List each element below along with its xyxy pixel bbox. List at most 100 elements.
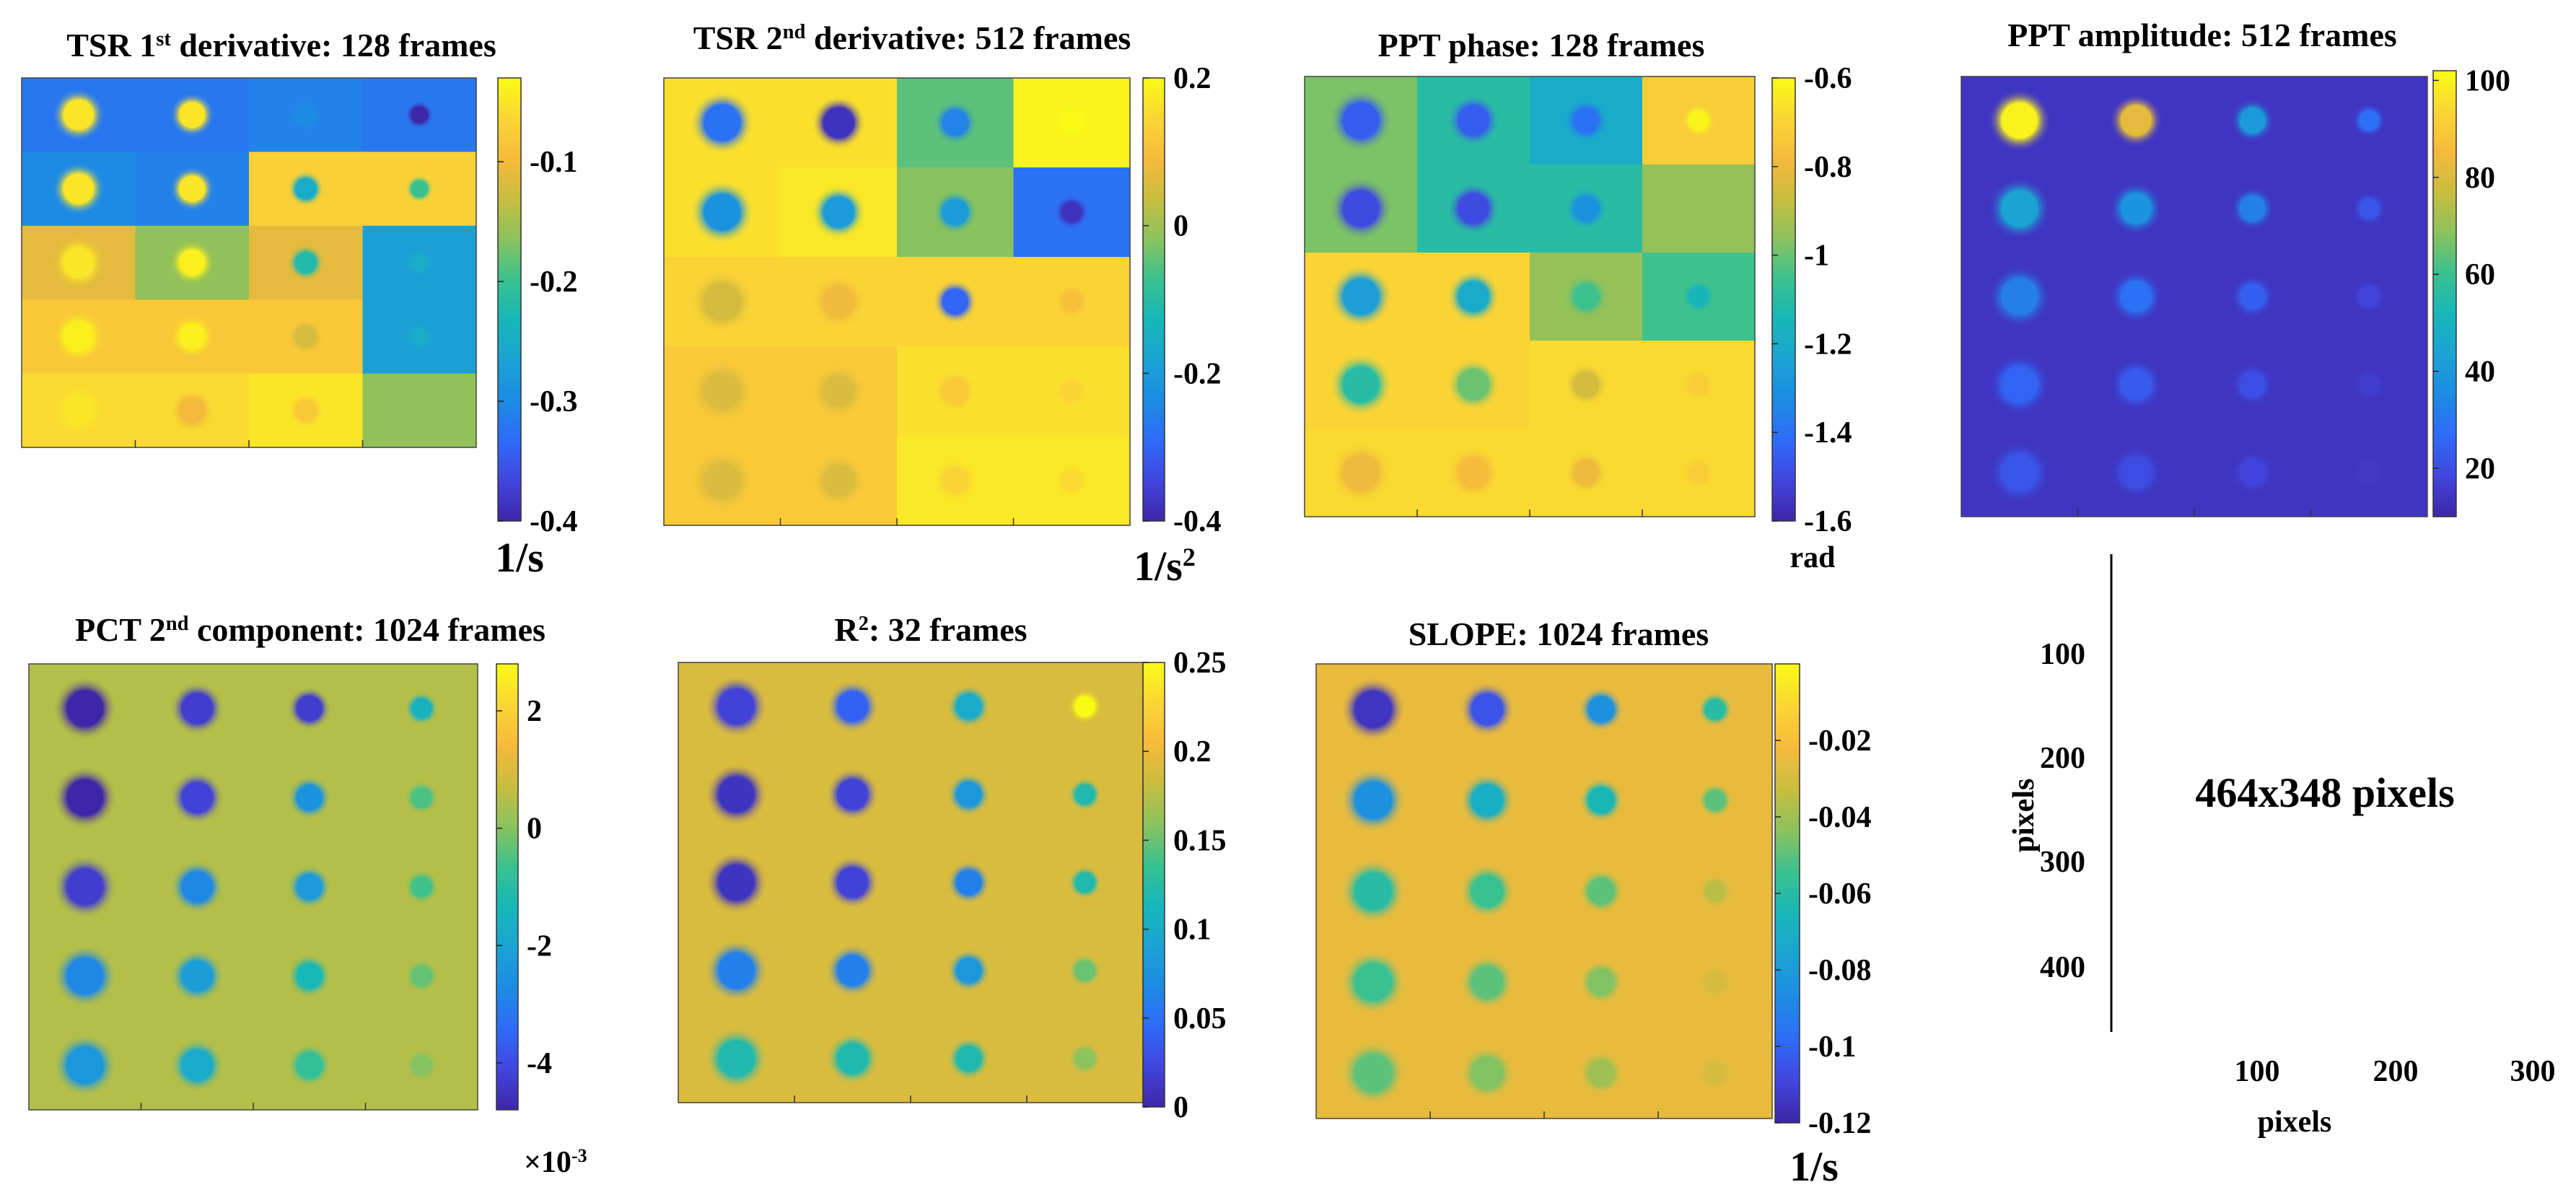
- defect-spot-r2-c3: [947, 772, 991, 817]
- defect-spot-r5-c3: [1578, 1050, 1624, 1096]
- defect-spot-r4-c3: [286, 953, 332, 999]
- colorbar-tick-label: 80: [2465, 162, 2495, 195]
- defect-spot-r5-c3: [2230, 450, 2275, 495]
- defect-spot-r3-c4: [1697, 873, 1733, 909]
- reference-size-label: 464x348 pixels: [2195, 769, 2454, 816]
- defect-spot-r3-c2: [2109, 269, 2163, 324]
- heatmap-panel-5: 2 0 -2 -4 PCT 2nd component: 1024 frames ×10-…: [28, 611, 587, 1179]
- defect-spot-r5-c1: [51, 383, 105, 437]
- defect-spot-r5-c2: [170, 1038, 224, 1093]
- defect-spot-r3-c4: [2352, 279, 2387, 314]
- defect-spot-r5-c3: [287, 392, 325, 429]
- defect-spot-r3-c1: [1329, 265, 1393, 328]
- defect-spot-r4-c3: [1578, 959, 1624, 1005]
- colorbar: [1142, 662, 1165, 1108]
- defect-spot-r1-c1: [704, 675, 768, 738]
- defect-spot-r4-c1: [51, 310, 105, 364]
- defect-spot-r1-c1: [53, 676, 118, 741]
- colorbar-tick-label: 60: [2465, 258, 2495, 292]
- colorbar-tick-label: -4: [527, 1047, 552, 1080]
- colorbar-tick-label: -0.6: [1804, 62, 1852, 95]
- colorbar-tick-label: 100: [2465, 64, 2510, 97]
- colorbar-tick-label: -0.2: [1173, 357, 1222, 390]
- colorbar-tick-label: -2: [527, 929, 552, 963]
- defect-spot-r4-c2: [170, 314, 215, 359]
- defect-spot-r4-c3: [287, 318, 325, 355]
- defect-spot-r2-c1: [1329, 177, 1393, 240]
- colorbar-tick-label: 0: [1173, 210, 1188, 243]
- colorbar-tick-label: -0.02: [1808, 725, 1872, 758]
- panel-title: PPT phase: 128 frames: [1378, 27, 1705, 64]
- colorbar-tick-label: -0.04: [1808, 801, 1872, 834]
- defect-spot-r5-c4: [1054, 463, 1090, 499]
- reference-x-tick-200: 200: [2373, 1055, 2419, 1088]
- defect-spot-r4-c1: [1329, 353, 1393, 416]
- defect-spot-r2-c2: [2109, 181, 2163, 236]
- colorbar-tick-label: -0.4: [1173, 505, 1222, 538]
- defect-spot-r4-c4: [1067, 953, 1103, 988]
- defect-spot-r1-c3: [932, 100, 978, 145]
- defect-spot-r5-c1: [53, 1033, 118, 1098]
- panel-title: SLOPE: 1024 frames: [1409, 616, 1709, 652]
- defect-spot-r4-c1: [704, 939, 768, 1002]
- defect-spot-r2-c4: [1054, 194, 1090, 230]
- reference-x-tick-300: 300: [2510, 1055, 2556, 1088]
- defect-spot-r2-c4: [1697, 782, 1733, 818]
- defect-spot-r2-c1: [1987, 177, 2051, 240]
- defect-spot-r2-c1: [53, 765, 118, 830]
- colorbar-tick-label: 0.15: [1173, 824, 1227, 857]
- panel-title: R2: 32 frames: [834, 611, 1027, 648]
- defect-spot-r2-c2: [170, 770, 224, 826]
- defect-spot-r5-c1: [1987, 441, 2051, 504]
- defect-spot-r1-c2: [825, 679, 880, 734]
- defect-spot-r3-c3: [1564, 274, 1608, 319]
- defect-spot-r4-c3: [2230, 362, 2275, 407]
- defect-spot-r5-c3: [932, 458, 978, 503]
- defect-spot-r2-c3: [2230, 186, 2275, 231]
- colorbar-tick-label: -0.3: [530, 385, 578, 419]
- defect-spot-r5-c2: [1459, 1045, 1515, 1101]
- defect-spot-r4-c4: [1054, 373, 1090, 409]
- defect-spot-r5-c2: [2109, 445, 2163, 500]
- defect-spot-r1-c1: [51, 88, 105, 142]
- defect-spot-r4-c4: [2352, 367, 2387, 402]
- defect-spot-r2-c4: [1681, 191, 1716, 226]
- colorbar-tick-label: 0.2: [1173, 735, 1212, 769]
- defect-spot-r1-c3: [1578, 686, 1624, 732]
- colorbar-tick-label: 0: [527, 813, 542, 846]
- defect-spot-r1-c1: [1329, 89, 1393, 152]
- colorbar-unit-label: 1/s: [1789, 1143, 1839, 1190]
- colorbar-tick-label: 0: [1173, 1091, 1188, 1124]
- colorbar-tick-label: -1: [1804, 240, 1829, 273]
- defect-spot-r2-c3: [1578, 777, 1624, 823]
- heatmap-panel-1: -0.1 -0.2 -0.3 -0.4 TSR 1st derivative: 128 …: [21, 27, 578, 581]
- defect-spot-r2-c4: [1067, 777, 1103, 812]
- defect-spot-r3-c4: [1067, 865, 1103, 900]
- colorbar-tick-label: 0.1: [1173, 914, 1212, 947]
- colorbar-tick-label: 0.2: [1173, 62, 1212, 95]
- colorbar-tick-label: -0.06: [1808, 877, 1872, 911]
- defect-spot-r3-c3: [286, 864, 332, 909]
- defect-spot-r3-c3: [1578, 868, 1624, 914]
- colorbar-tick-label: -0.8: [1804, 151, 1852, 184]
- defect-spot-r2-c1: [690, 180, 755, 245]
- defect-spot-r4-c4: [1681, 367, 1716, 402]
- defect-spot-r1-c3: [947, 684, 991, 729]
- defect-spot-r3-c3: [2230, 274, 2275, 319]
- reference-y-tick-400: 400: [2040, 951, 2085, 984]
- defect-spot-r4-c1: [53, 944, 118, 1009]
- colorbar: [497, 77, 522, 522]
- defect-spot-r5-c3: [947, 1036, 991, 1081]
- colorbar: [496, 663, 519, 1111]
- defect-spot-r4-c2: [825, 943, 880, 998]
- colorbar: [1771, 77, 1796, 522]
- defect-spot-r2-c4: [405, 174, 434, 203]
- defect-spot-r4-c4: [404, 958, 439, 994]
- colorbar-tick-label: 40: [2465, 355, 2495, 388]
- defect-spot-r3-c2: [825, 855, 880, 910]
- panel-title: TSR 1st derivative: 128 frames: [66, 27, 496, 64]
- defect-spot-r4-c4: [405, 322, 434, 351]
- defect-spot-r1-c3: [1564, 98, 1608, 143]
- defect-spot-r5-c3: [286, 1043, 332, 1088]
- colorbar-tick-label: -0.2: [530, 266, 578, 299]
